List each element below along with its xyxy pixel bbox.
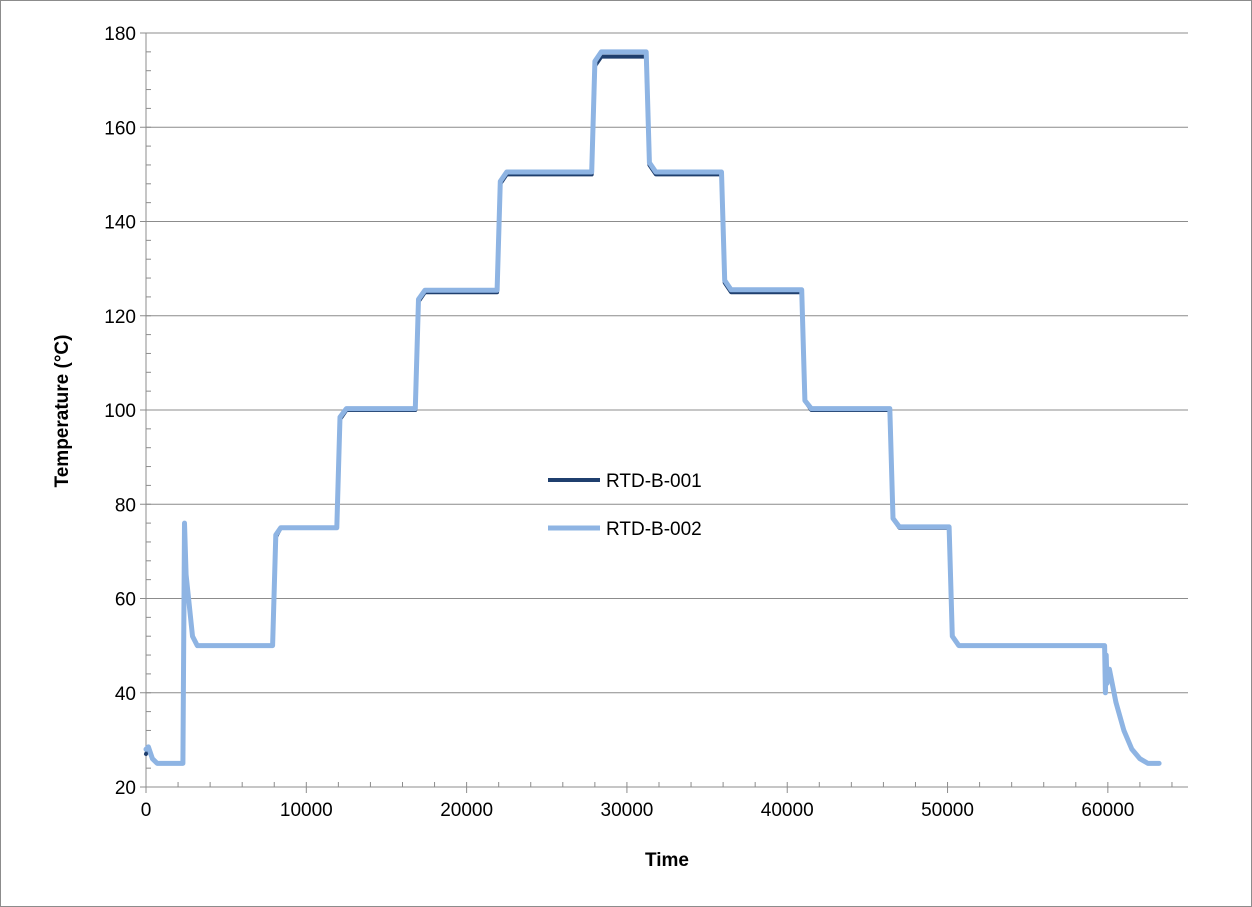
y-tick-label: 40 [115, 684, 136, 705]
y-tick-label: 160 [104, 118, 136, 139]
x-tick-label: 0 [141, 800, 152, 821]
x-tick-label: 10000 [280, 800, 333, 821]
legend-label: RTD-B-001 [606, 471, 702, 492]
y-axis-title: Temperature (°C) [52, 335, 73, 488]
series-lines [143, 49, 1162, 766]
y-tick-label: 120 [104, 307, 136, 328]
y-tick-label: 20 [115, 778, 136, 799]
series-line-rtd-b-002 [143, 49, 1162, 766]
gridlines [146, 32, 1188, 694]
y-tick-label: 140 [104, 213, 136, 234]
axes: 20 40 60 80 100 120 140 160 180 0 10000 20000 30000 4… [104, 24, 1188, 821]
y-tick-label: 60 [115, 590, 136, 611]
x-tick-label: 40000 [761, 800, 814, 821]
x-tick-label: 30000 [601, 800, 654, 821]
x-axis-title: Time [645, 850, 689, 871]
x-tick-label: 50000 [921, 800, 974, 821]
y-tick-label: 80 [115, 495, 136, 516]
y-tick-label: 100 [104, 401, 136, 422]
y-tick-label: 180 [104, 24, 136, 45]
x-tick-label: 20000 [440, 800, 493, 821]
legend: RTD-B-001 RTD-B-002 [548, 471, 702, 540]
legend-label: RTD-B-002 [606, 519, 702, 540]
x-tick-label: 60000 [1081, 800, 1134, 821]
